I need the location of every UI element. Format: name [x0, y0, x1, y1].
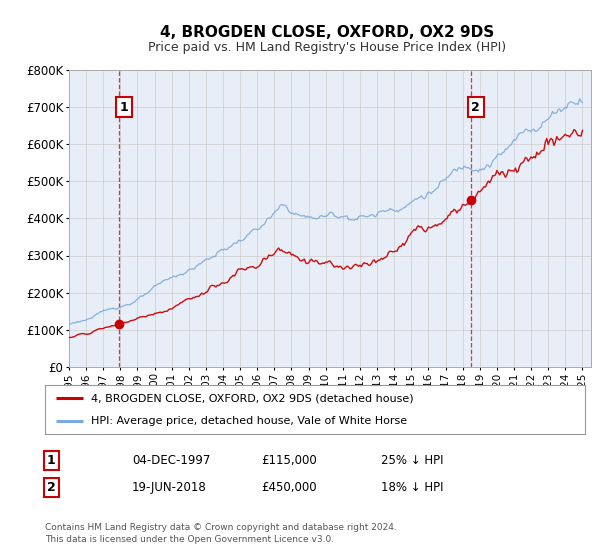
- Text: Contains HM Land Registry data © Crown copyright and database right 2024.: Contains HM Land Registry data © Crown c…: [45, 523, 397, 532]
- Text: HPI: Average price, detached house, Vale of White Horse: HPI: Average price, detached house, Vale…: [91, 416, 407, 426]
- Text: This data is licensed under the Open Government Licence v3.0.: This data is licensed under the Open Gov…: [45, 535, 334, 544]
- Text: £450,000: £450,000: [261, 480, 317, 494]
- Text: £115,000: £115,000: [261, 454, 317, 467]
- Text: 25% ↓ HPI: 25% ↓ HPI: [381, 454, 443, 467]
- Text: 4, BROGDEN CLOSE, OXFORD, OX2 9DS: 4, BROGDEN CLOSE, OXFORD, OX2 9DS: [160, 25, 494, 40]
- Text: 1: 1: [120, 101, 128, 114]
- Text: 19-JUN-2018: 19-JUN-2018: [132, 480, 207, 494]
- Text: 1: 1: [47, 454, 55, 467]
- Text: 18% ↓ HPI: 18% ↓ HPI: [381, 480, 443, 494]
- Text: 4, BROGDEN CLOSE, OXFORD, OX2 9DS (detached house): 4, BROGDEN CLOSE, OXFORD, OX2 9DS (detac…: [91, 393, 413, 403]
- Text: 04-DEC-1997: 04-DEC-1997: [132, 454, 211, 467]
- Text: 2: 2: [471, 101, 480, 114]
- Text: 2: 2: [47, 480, 55, 494]
- Text: Price paid vs. HM Land Registry's House Price Index (HPI): Price paid vs. HM Land Registry's House …: [148, 40, 506, 54]
